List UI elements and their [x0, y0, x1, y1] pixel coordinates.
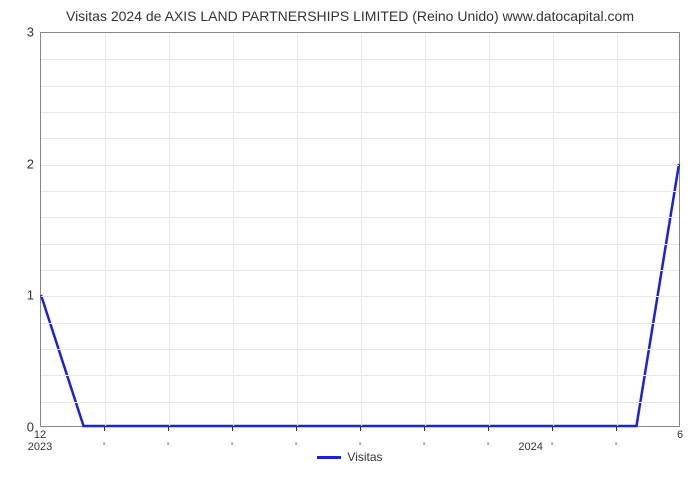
y-tick-label: 2: [0, 156, 34, 171]
grid-line-v: [553, 33, 554, 426]
grid-line-h-minor: [41, 191, 679, 192]
x-minor-tick-label: ': [615, 441, 617, 453]
x-minor-tick-label: ': [359, 441, 361, 453]
x-tick-label-bottom: 2024: [518, 441, 542, 453]
grid-line-h-minor: [41, 270, 679, 271]
grid-line-h: [41, 165, 679, 166]
grid-line-h: [41, 296, 679, 297]
y-tick-label: 0: [0, 420, 34, 435]
x-minor-tick: [296, 427, 297, 431]
grid-line-h-minor: [41, 375, 679, 376]
grid-line-v: [617, 33, 618, 426]
grid-line-h-minor: [41, 112, 679, 113]
grid-line-v: [489, 33, 490, 426]
y-tick-label: 1: [0, 288, 34, 303]
grid-line-h-minor: [41, 349, 679, 350]
visits-chart: Visitas 2024 de AXIS LAND PARTNERSHIPS L…: [0, 8, 700, 468]
chart-title: Visitas 2024 de AXIS LAND PARTNERSHIPS L…: [0, 8, 700, 24]
x-minor-tick-label: ': [103, 441, 105, 453]
y-tick-label: 3: [0, 25, 34, 40]
x-minor-tick: [424, 427, 425, 431]
grid-line-h-minor: [41, 323, 679, 324]
x-minor-tick-label: ': [551, 441, 553, 453]
grid-line-h-minor: [41, 244, 679, 245]
x-minor-tick-label: ': [295, 441, 297, 453]
x-minor-tick-label: ': [423, 441, 425, 453]
x-tick-label-top: 6: [677, 429, 683, 441]
x-minor-tick-label: ': [231, 441, 233, 453]
legend-swatch: [317, 456, 341, 459]
grid-line-h-minor: [41, 86, 679, 87]
grid-line-h-minor: [41, 138, 679, 139]
grid-line-h-minor: [41, 402, 679, 403]
legend-label: Visitas: [347, 450, 382, 464]
grid-line-v: [361, 33, 362, 426]
grid-line-v: [297, 33, 298, 426]
plot-area: [40, 32, 680, 427]
x-minor-tick: [232, 427, 233, 431]
x-minor-tick-label: ': [487, 441, 489, 453]
x-minor-tick-label: ': [167, 441, 169, 453]
x-minor-tick: [488, 427, 489, 431]
grid-line-h-minor: [41, 59, 679, 60]
x-minor-tick: [552, 427, 553, 431]
x-minor-tick: [616, 427, 617, 431]
grid-line-v: [169, 33, 170, 426]
line-series: [41, 33, 679, 426]
x-minor-tick: [360, 427, 361, 431]
grid-line-v: [233, 33, 234, 426]
x-tick-label-top: 12: [34, 429, 46, 441]
x-minor-tick: [104, 427, 105, 431]
x-minor-tick: [168, 427, 169, 431]
grid-line-v: [105, 33, 106, 426]
grid-line-h-minor: [41, 217, 679, 218]
grid-line-v: [425, 33, 426, 426]
x-tick-label-bottom: 2023: [28, 441, 52, 453]
